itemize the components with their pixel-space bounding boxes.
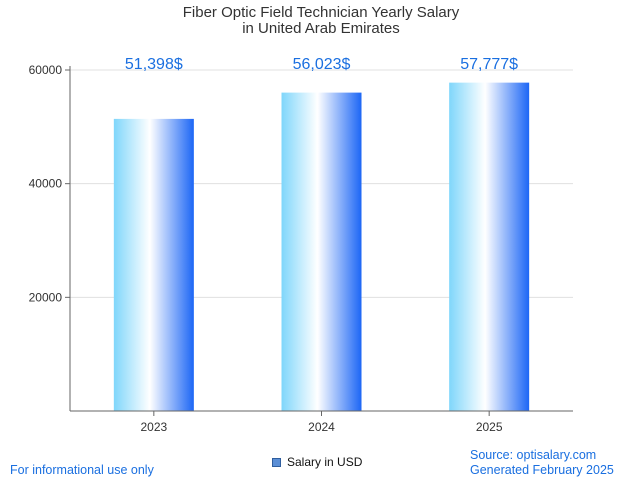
x-tick-label-2024: 2024: [308, 420, 335, 434]
x-axis-ticks: 2023 2024 2025: [140, 411, 503, 434]
legend-swatch: [272, 457, 281, 467]
legend-label: Salary in USD: [287, 455, 363, 469]
legend: Salary in USD: [272, 455, 362, 469]
source-link[interactable]: Source: optisalary.com: [470, 448, 597, 462]
chart-title: Fiber Optic Field Technician Yearly Sala…: [183, 4, 460, 37]
data-label-2024: 56,023$: [293, 56, 351, 73]
x-tick-label-2023: 2023: [140, 420, 167, 434]
generated-date: Generated February 2025: [470, 463, 614, 477]
source-info: Source: optisalary.com Generated Februar…: [470, 448, 614, 478]
bar-2025: [449, 82, 530, 412]
x-tick-label-2025: 2025: [476, 420, 503, 434]
chart-title-line-1: Fiber Optic Field Technician Yearly Sala…: [183, 4, 460, 21]
y-tick-label: 20000: [29, 290, 63, 304]
disclaimer-text: For informational use only: [10, 463, 154, 477]
axes: [69, 66, 573, 412]
data-labels: 51,398$ 56,023$ 57,777$: [125, 56, 518, 73]
bar-2023: [113, 118, 194, 411]
bars: [113, 82, 530, 412]
bar-2024: [281, 92, 362, 412]
data-label-2025: 57,777$: [460, 56, 518, 73]
y-axis-ticks: 20000 40000 60000: [29, 63, 70, 304]
y-tick-label: 60000: [29, 63, 63, 77]
chart-title-line-2: in United Arab Emirates: [242, 20, 400, 37]
data-label-2023: 51,398$: [125, 56, 183, 73]
y-tick-label: 40000: [29, 177, 63, 191]
